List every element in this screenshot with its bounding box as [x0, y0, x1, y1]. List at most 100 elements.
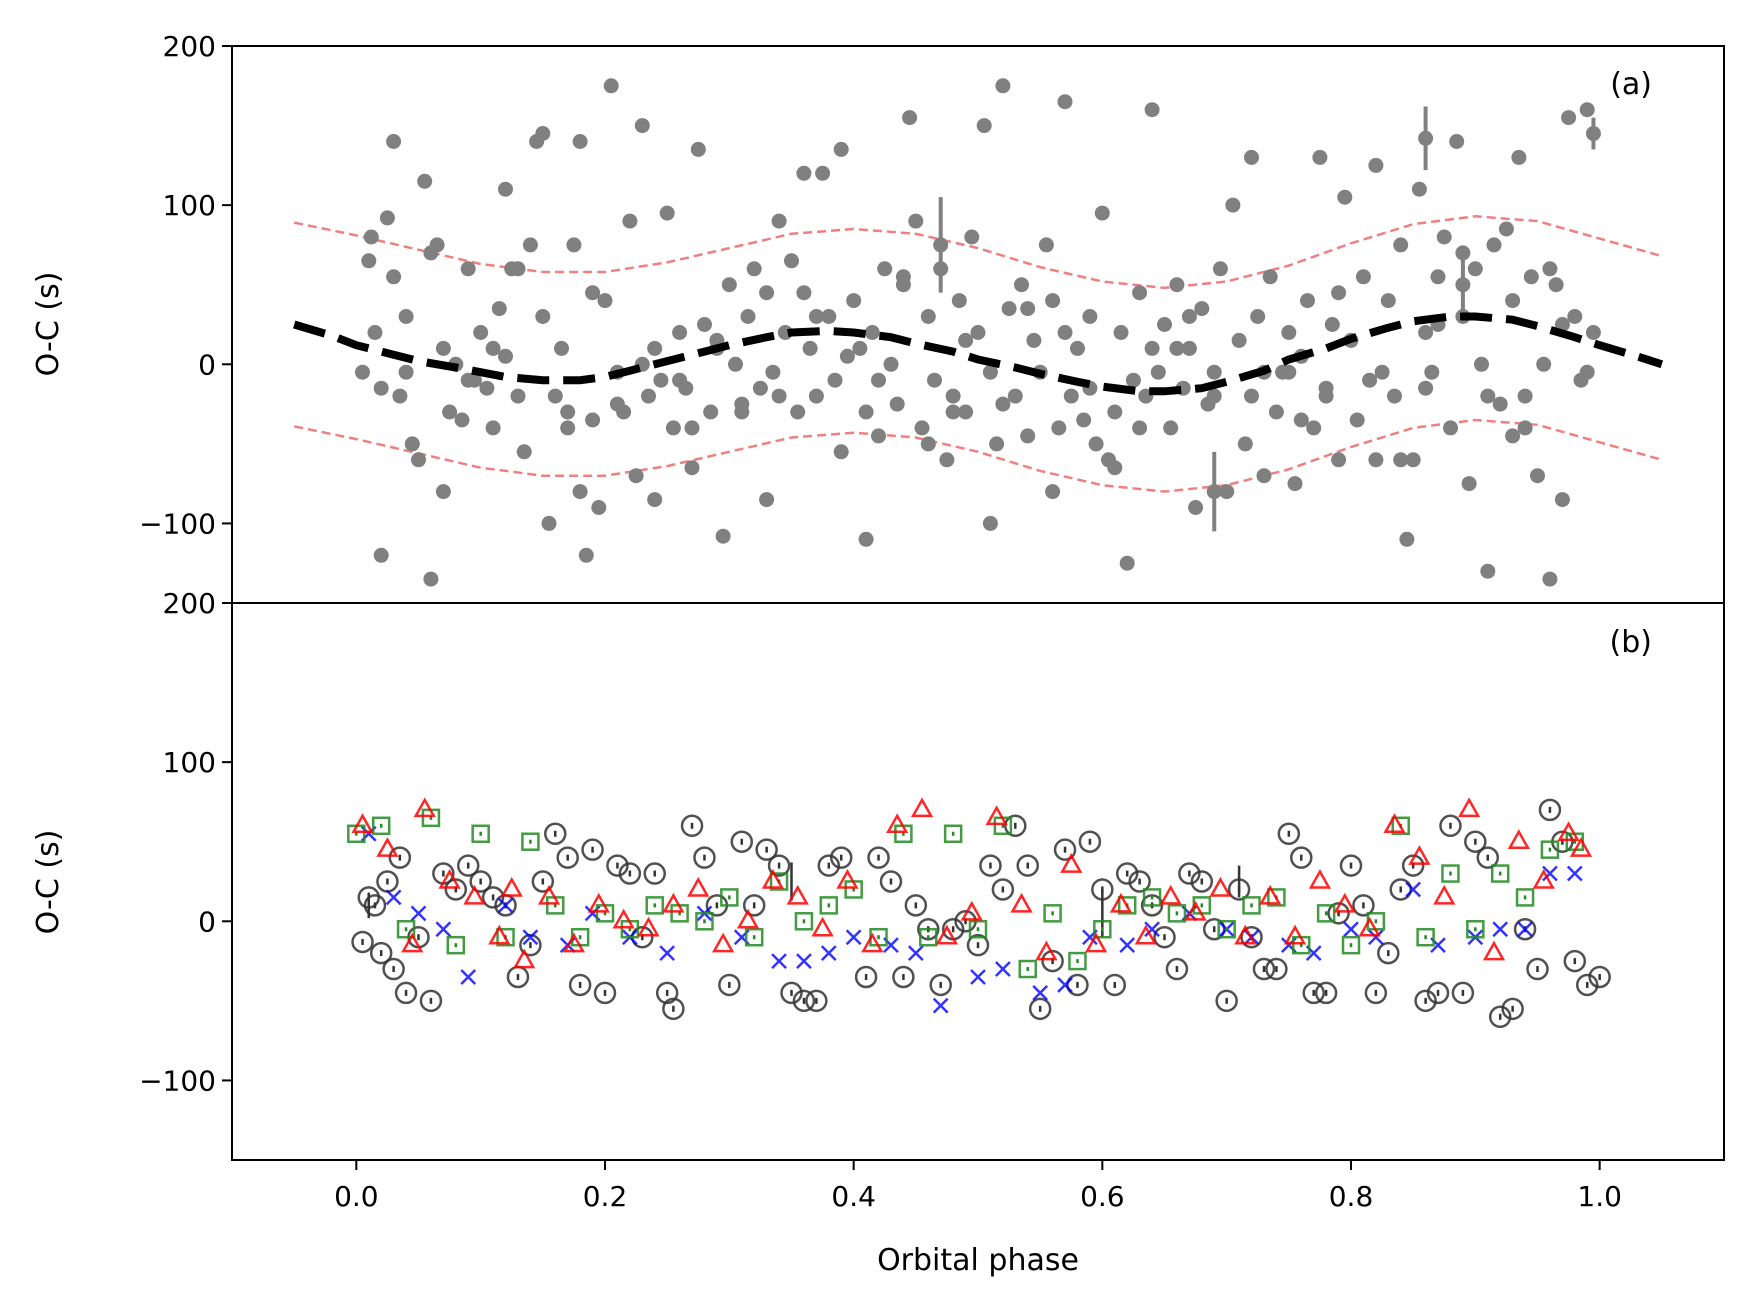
square-marker	[1217, 919, 1236, 939]
data-point	[920, 309, 936, 324]
data-point	[622, 213, 638, 229]
data-point	[1107, 404, 1123, 420]
data-point	[373, 380, 389, 396]
data-point	[958, 404, 974, 420]
x-marker	[659, 945, 676, 961]
triangle-marker	[1308, 868, 1332, 889]
data-point	[833, 141, 849, 157]
circle-marker	[1240, 925, 1263, 949]
y-tick-label: 100	[163, 189, 216, 222]
circle-marker	[1538, 798, 1562, 822]
data-point	[442, 404, 458, 420]
circle-marker	[1314, 981, 1338, 1005]
square-marker	[769, 872, 789, 891]
square-marker	[471, 824, 490, 844]
triangle-marker	[1084, 932, 1108, 953]
x-marker	[932, 997, 949, 1014]
square-marker	[1043, 904, 1062, 923]
circle-marker	[805, 989, 828, 1013]
y-tick-label: 0	[198, 348, 216, 381]
data-point	[411, 452, 426, 468]
data-point	[982, 364, 998, 380]
data-point	[1467, 261, 1483, 277]
circle-marker	[730, 830, 754, 853]
circle-marker	[817, 854, 841, 877]
circle-marker	[1352, 894, 1375, 917]
data-point	[1474, 356, 1489, 372]
data-point	[833, 444, 849, 460]
data-point	[1393, 237, 1409, 253]
x-marker	[771, 953, 787, 969]
data-point	[535, 309, 551, 324]
square-marker	[1441, 864, 1460, 883]
data-point	[498, 181, 513, 197]
y-tick-label: −100	[139, 507, 216, 540]
data-point	[1548, 277, 1564, 293]
circle-marker	[531, 870, 555, 893]
circle-marker	[662, 997, 685, 1021]
data-point	[1561, 110, 1577, 126]
circle-marker	[1178, 862, 1201, 885]
data-point	[572, 484, 588, 500]
circle-marker	[1575, 973, 1599, 997]
data-point	[1523, 269, 1539, 285]
triangle-marker	[488, 924, 511, 945]
triangle-marker	[1383, 813, 1406, 834]
data-point	[1119, 555, 1135, 571]
triangle-marker	[811, 916, 834, 937]
x-tick-label: 0.6	[1080, 1180, 1125, 1213]
x-marker	[1119, 937, 1136, 954]
data-point	[914, 420, 930, 436]
panel-label-b: (b)	[1610, 625, 1652, 660]
x-tick-label: 1.0	[1577, 1180, 1622, 1213]
circle-marker	[444, 878, 468, 901]
square-marker	[1540, 840, 1560, 859]
data-point	[1219, 484, 1235, 500]
x-marker	[410, 905, 427, 922]
triangle-marker	[1010, 892, 1033, 913]
circle-marker	[419, 989, 443, 1013]
data-point	[1150, 364, 1166, 380]
data-point	[485, 420, 501, 436]
circle-marker	[1513, 917, 1537, 941]
circle-marker	[1401, 854, 1425, 877]
circle-marker	[780, 981, 803, 1005]
triangle-marker	[537, 884, 561, 905]
circle-marker	[363, 894, 387, 917]
triangle-marker	[376, 837, 399, 857]
data-point	[958, 332, 974, 348]
data-point	[871, 372, 886, 388]
triangle-marker	[1134, 924, 1157, 945]
circle-marker	[1426, 981, 1450, 1005]
square-marker	[1316, 904, 1336, 923]
triangle-marker	[562, 932, 586, 953]
data-point	[1256, 468, 1272, 484]
data-point	[1194, 301, 1210, 317]
data-point	[883, 356, 899, 372]
data-point	[1163, 420, 1179, 436]
x-marker	[1367, 929, 1384, 946]
data-point	[771, 388, 787, 404]
triangle-marker	[910, 797, 934, 818]
triangle-marker	[1159, 884, 1182, 905]
data-point	[858, 531, 874, 547]
data-point	[1449, 134, 1465, 149]
data-point	[510, 388, 526, 404]
data-point	[1418, 130, 1434, 146]
square-marker	[446, 935, 466, 955]
circle-marker	[369, 941, 393, 965]
data-point	[1244, 388, 1259, 404]
data-point	[460, 372, 476, 388]
data-point	[423, 571, 439, 587]
data-point	[995, 78, 1011, 94]
data-point	[703, 404, 719, 420]
triangle-marker	[463, 884, 486, 905]
triangle-marker	[1532, 868, 1555, 889]
square-marker	[1093, 919, 1112, 939]
data-point	[734, 404, 750, 420]
data-point	[684, 420, 700, 436]
triangle-marker	[1109, 892, 1133, 913]
y-ticks-a: 200 100 0 −100	[139, 30, 232, 540]
circle-marker	[1265, 957, 1288, 981]
circle-marker	[693, 846, 716, 869]
